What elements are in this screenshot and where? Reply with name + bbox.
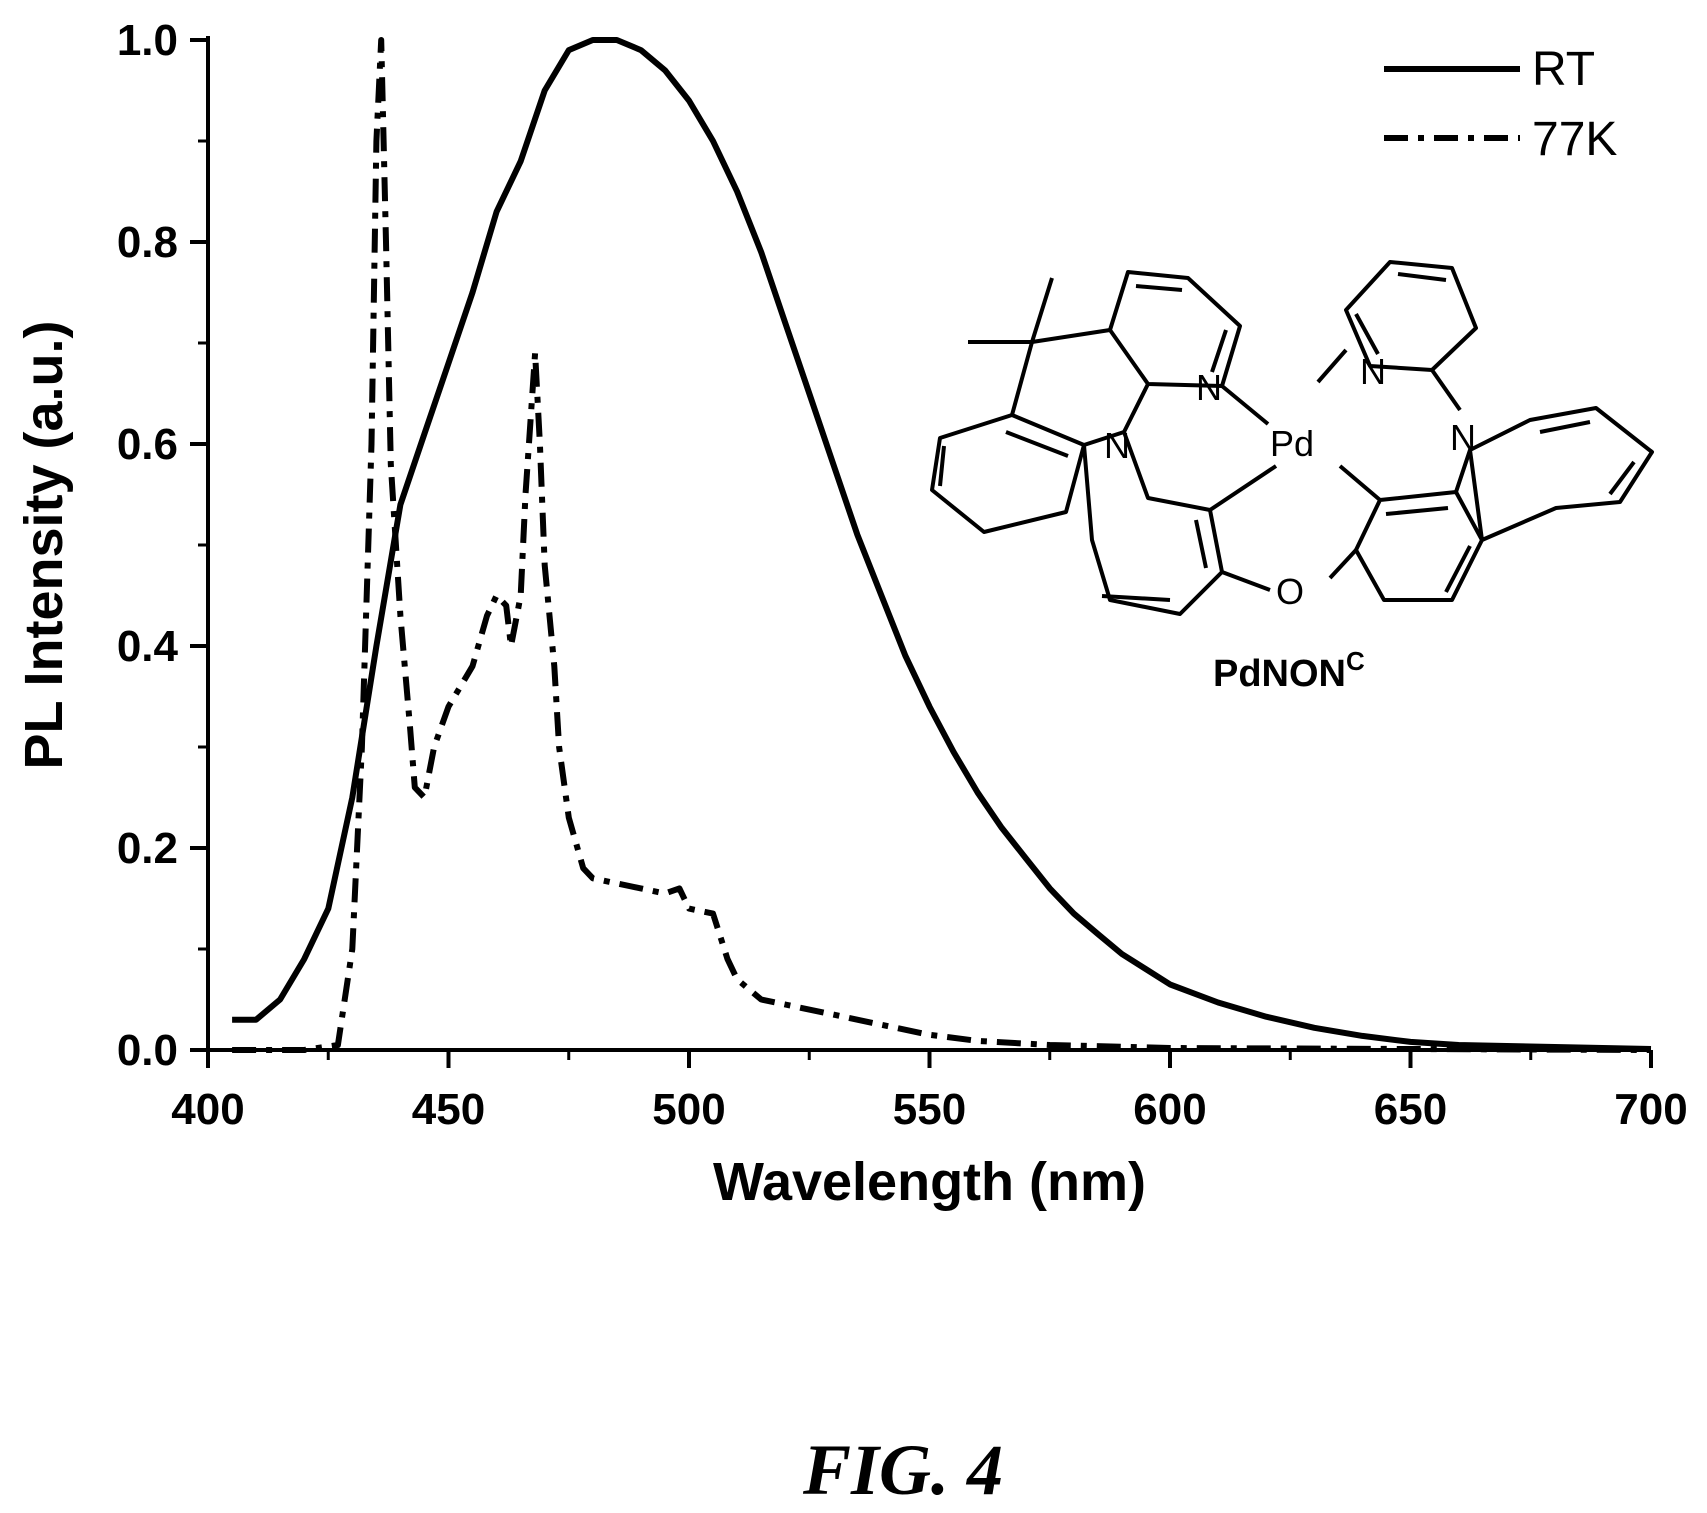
y-tick-label-3: 0.6 <box>117 420 178 469</box>
atom-label-n2: N <box>1104 425 1130 466</box>
figure-caption: FIG. 4 <box>802 1430 1003 1510</box>
atom-label-n1: N <box>1196 367 1222 408</box>
y-tick-label-4: 0.8 <box>117 218 178 267</box>
x-tick-label-6: 700 <box>1614 1085 1687 1134</box>
x-tick-label-2: 500 <box>652 1085 725 1134</box>
legend-label-77k: 77K <box>1532 113 1617 166</box>
x-tick-label-0: 400 <box>171 1085 244 1134</box>
series-line-rt <box>232 37 1652 1052</box>
y-tick-label-1: 0.2 <box>117 824 178 873</box>
x-tick-label-5: 650 <box>1374 1085 1447 1134</box>
x-tick-label-3: 550 <box>893 1085 966 1134</box>
plot-area: 400 450 500 550 600 650 700 0.0 0.2 0.4 0.6 0.8 1.0 W… <box>14 16 1688 1212</box>
legend-label-rt: RT <box>1532 43 1595 96</box>
y-tick-label-2: 0.4 <box>117 622 179 671</box>
x-axis-label: Wavelength (nm) <box>713 1152 1146 1212</box>
x-tick-label-4: 600 <box>1133 1085 1206 1134</box>
y-axis-label: PL Intensity (a.u.) <box>14 320 74 769</box>
legend: RT 77K <box>1384 43 1617 166</box>
molecule-structure: N N N N Pd O <box>930 260 1654 616</box>
compound-label: PdNONC <box>1213 646 1365 695</box>
atom-label-o: O <box>1276 571 1304 612</box>
y-tick-label-5: 1.0 <box>117 16 178 65</box>
series-line-77k <box>232 37 1652 1053</box>
y-tick-label-0: 0.0 <box>117 1026 178 1075</box>
x-tick-label-1: 450 <box>412 1085 485 1134</box>
atom-label-n4: N <box>1450 417 1476 458</box>
atom-label-n3: N <box>1360 351 1386 392</box>
atom-label-pd: Pd <box>1270 423 1314 464</box>
